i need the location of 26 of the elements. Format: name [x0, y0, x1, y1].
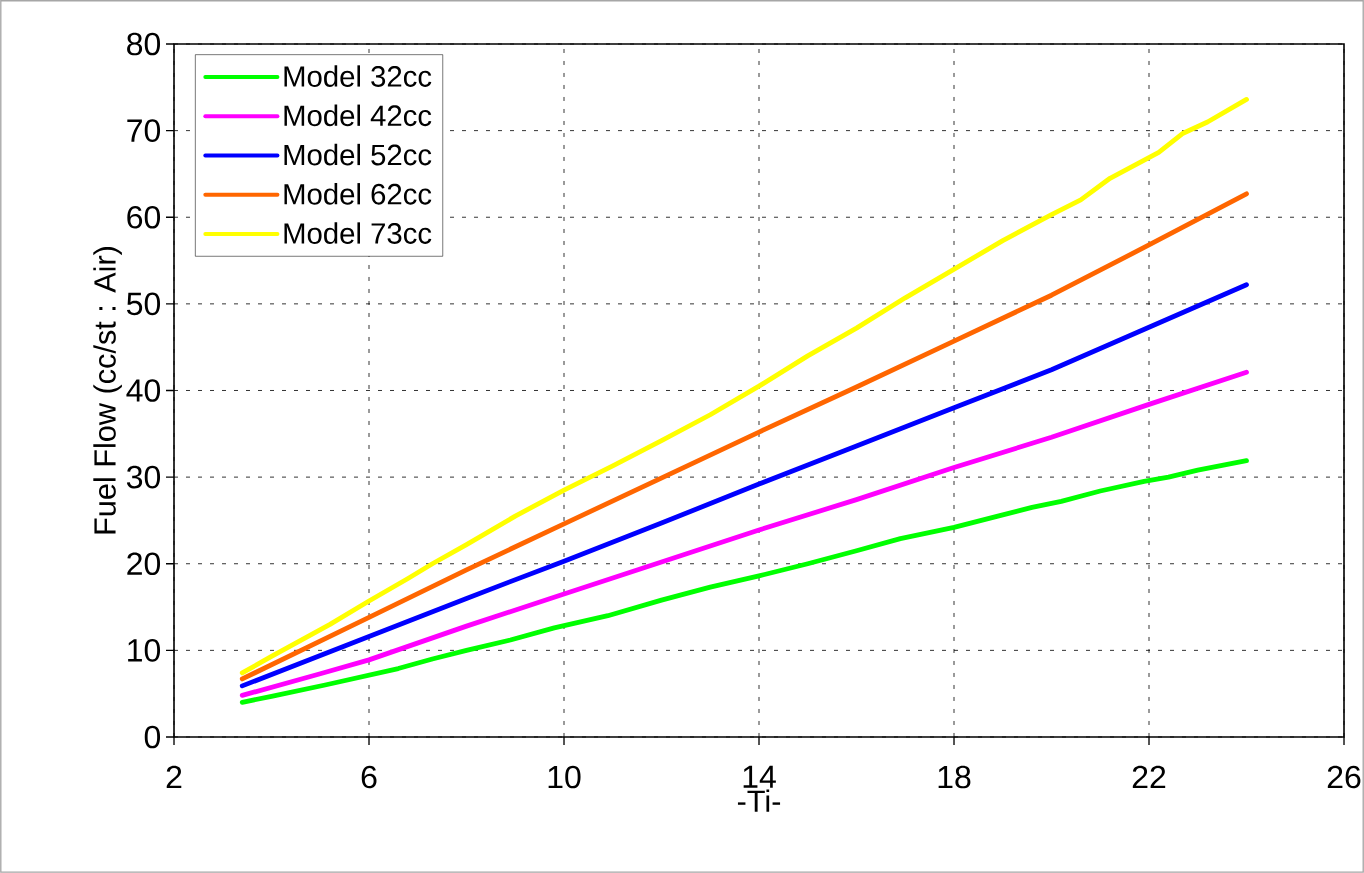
x-axis-title: -Ti-	[737, 789, 781, 812]
legend-label: Model 73cc	[284, 222, 432, 244]
line-series	[239, 369, 1249, 698]
x-tick-label: 26	[1327, 765, 1361, 789]
x-tick-label: 14	[743, 765, 776, 788]
y-tick-label: 0	[144, 725, 161, 749]
y-tick-label: 80	[127, 32, 161, 56]
x-tick-label: 22	[1132, 765, 1166, 789]
line-series	[239, 458, 1249, 705]
y-tick-label: 30	[126, 465, 161, 489]
legend-label: Model 62cc	[284, 183, 432, 205]
line-series	[239, 282, 1249, 689]
y-tick-label: 20	[127, 552, 161, 576]
legend-label: Model 42cc	[284, 104, 432, 127]
y-tick-label: 50	[126, 292, 161, 316]
legend-label: Model 32cc	[284, 65, 432, 87]
x-tick-label: 2	[166, 765, 182, 789]
y-tick-label: 70	[127, 119, 161, 142]
x-tick-label: 10	[548, 765, 581, 789]
y-tick-label: 60	[127, 205, 161, 229]
y-tick-label: 10	[128, 639, 161, 662]
y-tick-label: 40	[126, 379, 161, 402]
x-tick-label: 6	[361, 765, 377, 789]
y-axis-title: Fuel Flow (cc/st : Air)	[93, 247, 122, 534]
x-tick-label: 18	[938, 765, 971, 789]
legend-label: Model 52cc	[284, 143, 432, 166]
